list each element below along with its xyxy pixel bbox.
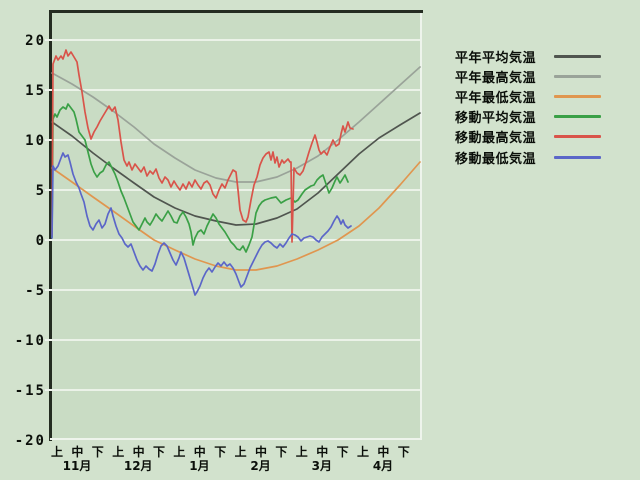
legend-item: 移動最高気温 <box>455 127 601 147</box>
x-month-label: 3月 <box>312 459 332 473</box>
gridline <box>52 39 420 41</box>
x-decade-label: 中 <box>71 444 83 459</box>
x-month-label: 11月 <box>63 459 92 473</box>
legend-label: 平年最高気温 <box>455 70 537 86</box>
x-decade-label: 上 <box>296 444 308 459</box>
plot-border-top <box>49 10 423 13</box>
y-tick-mark <box>45 239 52 241</box>
plot-border-left <box>49 10 52 441</box>
x-decade-label: 上 <box>51 444 63 459</box>
x-decade-label: 下 <box>153 445 165 459</box>
legend-label: 移動平均気温 <box>455 111 537 127</box>
gridline <box>52 189 420 191</box>
y-axis-label: -20 <box>15 433 46 449</box>
legend-label: 平年最低気温 <box>455 90 537 106</box>
x-decade-label: 中 <box>377 444 389 459</box>
y-axis-label: -15 <box>15 383 46 399</box>
y-axis-label: 5 <box>36 183 46 199</box>
legend-swatch-line <box>554 94 601 98</box>
plot-border-bottom <box>50 438 422 440</box>
x-month-label: 1月 <box>189 459 209 473</box>
legend-label: 平年平均気温 <box>455 50 537 66</box>
x-decade-label: 上 <box>112 444 124 459</box>
x-decade-label: 中 <box>255 444 267 459</box>
legend-item: 移動最低気温 <box>455 147 601 167</box>
legend-item: 平年最低気温 <box>455 86 601 106</box>
x-decade-label: 上 <box>357 444 369 459</box>
legend-label: 移動最低気温 <box>455 151 537 167</box>
x-decade-label: 下 <box>275 445 287 459</box>
x-decade-label: 中 <box>316 444 328 459</box>
plot-border-right <box>420 13 422 440</box>
legend-item: 移動平均気温 <box>455 107 601 127</box>
gridline <box>52 89 420 91</box>
legend-item: 平年最高気温 <box>455 66 601 86</box>
gridline <box>52 289 420 291</box>
y-axis-label: -5 <box>25 283 46 299</box>
y-axis-label: 10 <box>25 133 46 149</box>
y-axis-label: -10 <box>15 333 46 349</box>
y-axis-label: 0 <box>36 233 46 249</box>
series-line-0 <box>51 112 421 226</box>
x-decade-label: 下 <box>214 445 226 459</box>
x-decade-label: 上 <box>235 444 247 459</box>
y-tick-mark <box>45 39 52 41</box>
x-decade-label: 中 <box>133 444 145 459</box>
x-month-label: 12月 <box>124 459 153 473</box>
series-line-3 <box>51 103 349 253</box>
gridline <box>52 339 420 341</box>
x-decade-label: 下 <box>92 445 104 459</box>
gridline <box>52 139 420 141</box>
x-decade-label: 上 <box>173 444 185 459</box>
legend-swatch-line <box>554 54 601 58</box>
legend-swatch-line <box>554 155 601 159</box>
y-tick-mark <box>45 339 52 341</box>
gridline <box>52 389 420 391</box>
y-tick-mark <box>45 139 52 141</box>
legend-swatch-line <box>554 74 601 78</box>
legend-item: 平年平均気温 <box>455 46 601 66</box>
series-line-4 <box>51 49 354 243</box>
legend-swatch-line <box>554 115 601 119</box>
y-axis-label: 20 <box>25 33 46 49</box>
series-line-5 <box>51 152 352 296</box>
y-tick-mark <box>45 89 52 91</box>
x-decade-label: 下 <box>337 445 349 459</box>
legend: 平年平均気温 平年最高気温 平年最低気温 移動平均気温 移動最高気温 移動最低気温 <box>455 46 601 167</box>
y-tick-mark <box>45 289 52 291</box>
legend-swatch-line <box>554 135 601 139</box>
x-month-label: 4月 <box>373 459 393 473</box>
x-decade-label: 下 <box>398 445 410 459</box>
x-month-label: 2月 <box>250 459 270 473</box>
gridline <box>52 239 420 241</box>
y-tick-mark <box>45 389 52 391</box>
y-axis-label: 15 <box>25 83 46 99</box>
y-tick-mark <box>45 189 52 191</box>
series-line-2 <box>51 161 421 271</box>
x-decade-label: 中 <box>194 444 206 459</box>
legend-label: 移動最高気温 <box>455 131 537 147</box>
